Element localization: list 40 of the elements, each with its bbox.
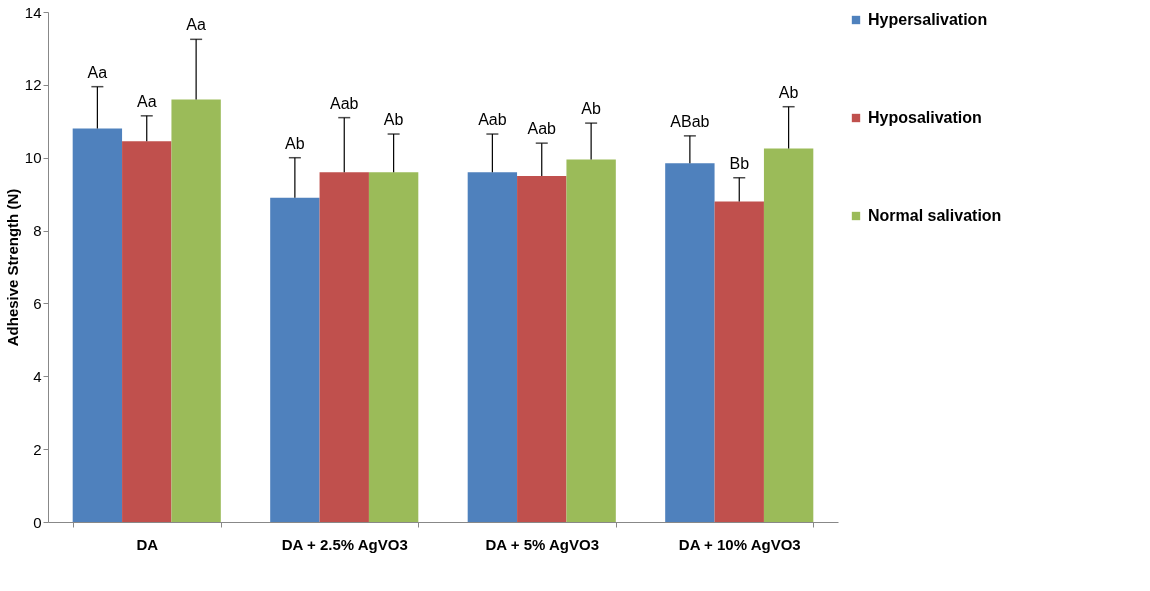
bar (319, 172, 369, 522)
x-tick-label: DA + 10% AgVO3 (678, 535, 801, 553)
annotation: Ab (285, 134, 305, 152)
bar (763, 148, 814, 522)
bar (270, 197, 320, 522)
annotation: Aab (478, 111, 507, 129)
y-tick-label: 10 (24, 149, 42, 167)
annotation: Aa (136, 92, 157, 110)
annotation: ABab (670, 112, 710, 130)
bar (467, 172, 518, 522)
y-tick-label: 6 (33, 294, 42, 312)
annotation: Aab (527, 120, 557, 138)
legend-label: Normal salivation (868, 207, 1002, 224)
y-tick-label: 12 (24, 76, 42, 94)
legend-label: Hypersalivation (868, 11, 988, 28)
bar (517, 175, 567, 522)
legend-label: Hyposalivation (868, 109, 982, 126)
y-tick-label: 8 (33, 222, 42, 240)
y-tick-label: 0 (33, 513, 42, 531)
x-tick-label: DA + 2.5% AgVO3 (281, 535, 408, 553)
bar (714, 201, 764, 522)
x-tick-label: DA + 5% AgVO3 (485, 535, 600, 553)
x-tick-label: DA (136, 535, 159, 553)
annotation: Bb (729, 154, 750, 172)
bar (122, 141, 172, 522)
annotation: Aa (87, 63, 108, 81)
annotation: Ab (778, 83, 799, 101)
annotation: Aab (330, 94, 359, 112)
y-tick-label: 4 (33, 367, 42, 385)
bar (72, 128, 123, 522)
bar (566, 159, 616, 522)
annotation: Ab (383, 111, 404, 129)
annotation: Aa (186, 16, 207, 34)
bar (368, 172, 419, 522)
bar (665, 163, 715, 522)
y-tick-label: 2 (33, 440, 42, 458)
bar (171, 99, 221, 522)
annotation: Ab (581, 100, 602, 118)
y-tick-label: 14 (24, 3, 42, 21)
y-axis-title: Adhesive Strength (N) (3, 188, 21, 347)
